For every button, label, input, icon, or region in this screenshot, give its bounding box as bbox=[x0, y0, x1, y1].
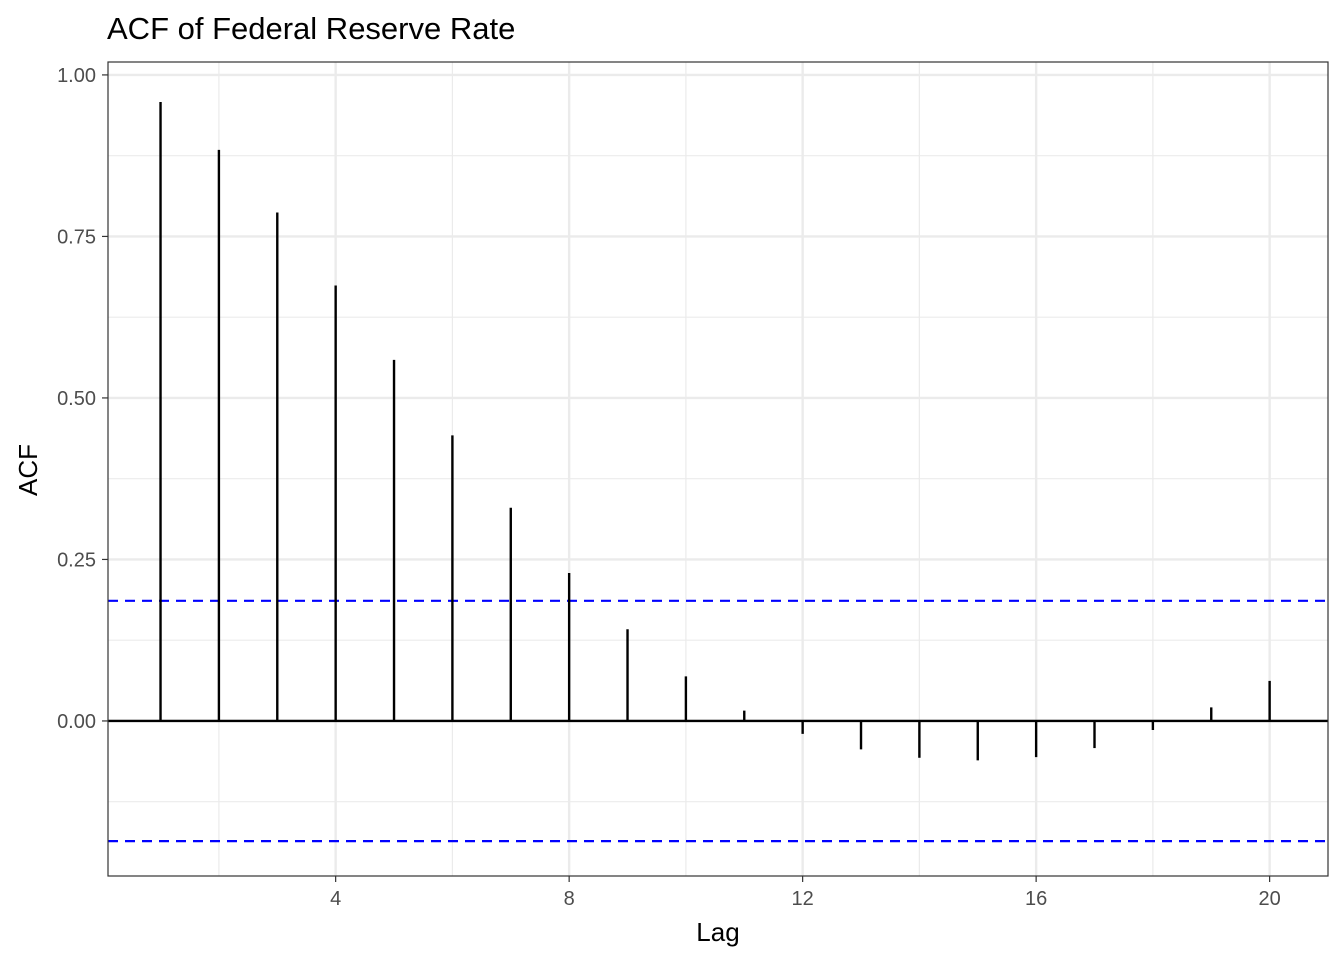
x-tick-label: 16 bbox=[1025, 888, 1047, 910]
grid-lines bbox=[108, 62, 1328, 876]
x-axis: 4 8 12 16 20 bbox=[330, 876, 1281, 910]
x-tick-label: 12 bbox=[792, 888, 814, 910]
x-tick-label: 8 bbox=[564, 888, 575, 910]
plot-panel-border bbox=[107, 61, 1329, 877]
y-axis-title: ACF bbox=[13, 444, 43, 496]
x-tick-label: 20 bbox=[1259, 888, 1281, 910]
acf-bars bbox=[108, 102, 1328, 761]
y-tick-label: 0.50 bbox=[57, 388, 96, 410]
y-axis: 0.00 0.25 0.50 0.75 1.00 bbox=[57, 65, 108, 733]
chart-title: ACF of Federal Reserve Rate bbox=[107, 11, 515, 46]
x-axis-title: Lag bbox=[696, 917, 739, 947]
y-tick-label: 0.00 bbox=[57, 711, 96, 733]
y-tick-label: 0.75 bbox=[57, 226, 96, 248]
x-tick-label: 4 bbox=[330, 888, 341, 910]
y-tick-label: 1.00 bbox=[57, 65, 96, 87]
y-tick-label: 0.25 bbox=[57, 549, 96, 571]
